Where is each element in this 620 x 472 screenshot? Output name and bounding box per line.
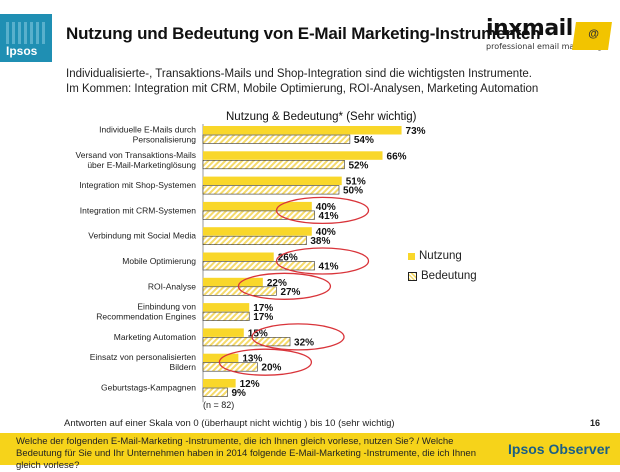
- category-label: Versand von Transaktions-Mails: [76, 150, 196, 160]
- highlight-ellipse: [251, 323, 345, 351]
- value-label-nutzung: 17%: [253, 303, 273, 314]
- legend-label-bedeutung: Bedeutung: [421, 270, 477, 282]
- subtitle-line-1: Individualisierte-, Transaktions-Mails u…: [66, 68, 532, 80]
- bar-nutzung: [203, 328, 244, 337]
- bar-bedeutung: [202, 337, 291, 347]
- bar-nutzung: [203, 227, 312, 236]
- category-label: Geburtstags-Kampagnen: [101, 383, 196, 393]
- value-label-bedeutung: 41%: [319, 262, 339, 273]
- category-label: Personalisierung: [133, 135, 197, 145]
- highlight-ellipse: [275, 247, 370, 275]
- category-label: Integration mit CRM-Systemen: [80, 205, 196, 215]
- sample-size-note: (n = 82): [203, 400, 235, 410]
- category-label: Bildern: [170, 362, 197, 372]
- bar-bedeutung: [202, 387, 228, 397]
- inxmail-logo: inxmail professional email marketing: [486, 16, 603, 52]
- bar-bedeutung: [202, 261, 315, 271]
- subtitle-line-2: Im Kommen: Integration mit CRM, Mobile O…: [66, 83, 539, 95]
- value-label-nutzung: 40%: [316, 227, 336, 238]
- value-label-nutzung: 66%: [387, 151, 407, 162]
- value-label-bedeutung: 27%: [280, 287, 300, 298]
- value-label-bedeutung: 52%: [348, 160, 368, 171]
- highlight-ellipse: [237, 272, 332, 300]
- value-label-bedeutung: 17%: [253, 312, 273, 323]
- value-label-bedeutung: 38%: [310, 236, 330, 247]
- bar-bedeutung: [202, 185, 340, 195]
- legend-swatch-nutzung: [408, 252, 415, 260]
- bar-bedeutung: [202, 286, 277, 296]
- category-label: Individuelle E-Mails durch: [99, 125, 196, 135]
- value-label-bedeutung: 32%: [294, 337, 314, 348]
- chart-title: Nutzung & Bedeutung* (Sehr wichtig): [226, 111, 417, 123]
- category-label: ROI-Analyse: [148, 281, 196, 291]
- legend-label-nutzung: Nutzung: [419, 250, 462, 262]
- footer-question: Welche der folgenden E-Mail-Marketing -I…: [16, 436, 476, 471]
- value-label-bedeutung: 20%: [261, 363, 281, 374]
- bar-bedeutung: [202, 160, 345, 170]
- value-label-nutzung: 13%: [242, 354, 262, 365]
- bar-nutzung: [203, 379, 236, 388]
- value-label-bedeutung: 54%: [354, 135, 374, 146]
- highlight-ellipse: [275, 196, 370, 225]
- category-label: Einbindung von: [137, 302, 196, 312]
- value-label-bedeutung: 9%: [231, 388, 246, 399]
- bar-nutzung: [203, 126, 402, 135]
- category-label: Verbindung mit Social Media: [88, 231, 196, 241]
- value-label-nutzung: 26%: [278, 253, 298, 264]
- bar-chart: Individuelle E-Mails durchPersonalisieru…: [76, 124, 426, 403]
- value-label-nutzung: 40%: [316, 202, 336, 213]
- bar-nutzung: [203, 277, 263, 287]
- value-label-nutzung: 73%: [406, 126, 426, 137]
- category-label: Einsatz von personalisierten: [90, 352, 197, 362]
- bar-bedeutung: [202, 311, 250, 321]
- footer-bar: Welche der folgenden E-Mail-Marketing -I…: [0, 433, 620, 471]
- category-label: Recommendation Engines: [96, 312, 196, 322]
- page-title: Nutzung und Bedeutung von E-Mail Marketi…: [66, 24, 541, 43]
- chart-legend: Nutzung Bedeutung: [408, 246, 477, 286]
- inxmail-wordmark: inxmail: [486, 16, 573, 41]
- legend-item-bedeutung: Bedeutung: [408, 266, 477, 286]
- category-label: Integration mit Shop-Systemen: [79, 180, 196, 190]
- value-label-bedeutung: 41%: [319, 211, 339, 222]
- category-label: Marketing Automation: [114, 332, 196, 342]
- value-label-nutzung: 12%: [240, 379, 260, 390]
- category-label: über E-Mail-Marketinglösung: [87, 160, 196, 170]
- scale-note: Antworten auf einer Skala von 0 (überhau…: [64, 418, 395, 429]
- bar-nutzung: [203, 303, 250, 312]
- ipsos-logo: Ipsos: [0, 14, 52, 62]
- bar-bedeutung: [202, 134, 351, 144]
- value-label-nutzung: 51%: [346, 177, 366, 188]
- bar-nutzung: [203, 176, 342, 186]
- bar-bedeutung: [202, 210, 315, 220]
- bar-nutzung: [203, 201, 312, 211]
- legend-item-nutzung: Nutzung: [408, 246, 477, 266]
- value-label-bedeutung: 50%: [343, 186, 363, 197]
- ipsos-logo-icon: [6, 22, 46, 44]
- page-number: 16: [590, 418, 601, 428]
- ipsos-logo-text: Ipsos: [6, 44, 38, 58]
- bar-nutzung: [203, 353, 239, 363]
- bar-nutzung: [203, 151, 383, 160]
- bar-bedeutung: [202, 235, 307, 245]
- highlight-ellipse: [218, 348, 313, 376]
- value-label-nutzung: 15%: [248, 328, 268, 339]
- subtitle: Individualisierte-, Transaktions-Mails u…: [66, 67, 538, 97]
- bar-nutzung: [203, 252, 274, 261]
- inxmail-tagline: professional email marketing: [486, 42, 603, 51]
- value-label-nutzung: 22%: [267, 278, 287, 289]
- footer-brand: Ipsos Observer: [508, 441, 610, 457]
- legend-swatch-bedeutung: [408, 271, 417, 281]
- category-label: Mobile Optimierung: [122, 256, 196, 266]
